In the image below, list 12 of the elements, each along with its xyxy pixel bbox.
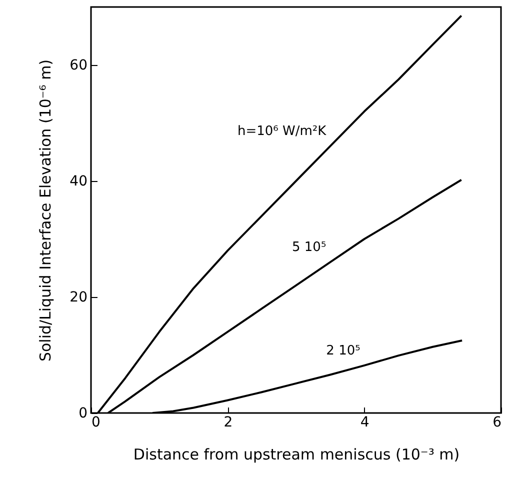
x-tick-label: 0 <box>92 414 100 430</box>
x-tick-label: 2 <box>224 414 233 430</box>
x-tick-label: 6 <box>492 414 502 430</box>
series-label: h=10⁶ W/m²K <box>238 124 327 140</box>
y-tick-label: 20 <box>70 290 88 306</box>
series-label: 5 10⁵ <box>292 240 326 256</box>
series-label: 2 10⁵ <box>326 343 360 358</box>
y-axis-title: Solid/Liquid Interface Elevation (10⁻⁶ m) <box>36 59 55 362</box>
x-tick-label: 4 <box>360 414 370 430</box>
x-axis-title: Distance from upstream meniscus (10⁻³ m) <box>133 446 460 464</box>
y-tick-label: 40 <box>70 174 88 190</box>
y-tick-label: 60 <box>70 58 88 74</box>
